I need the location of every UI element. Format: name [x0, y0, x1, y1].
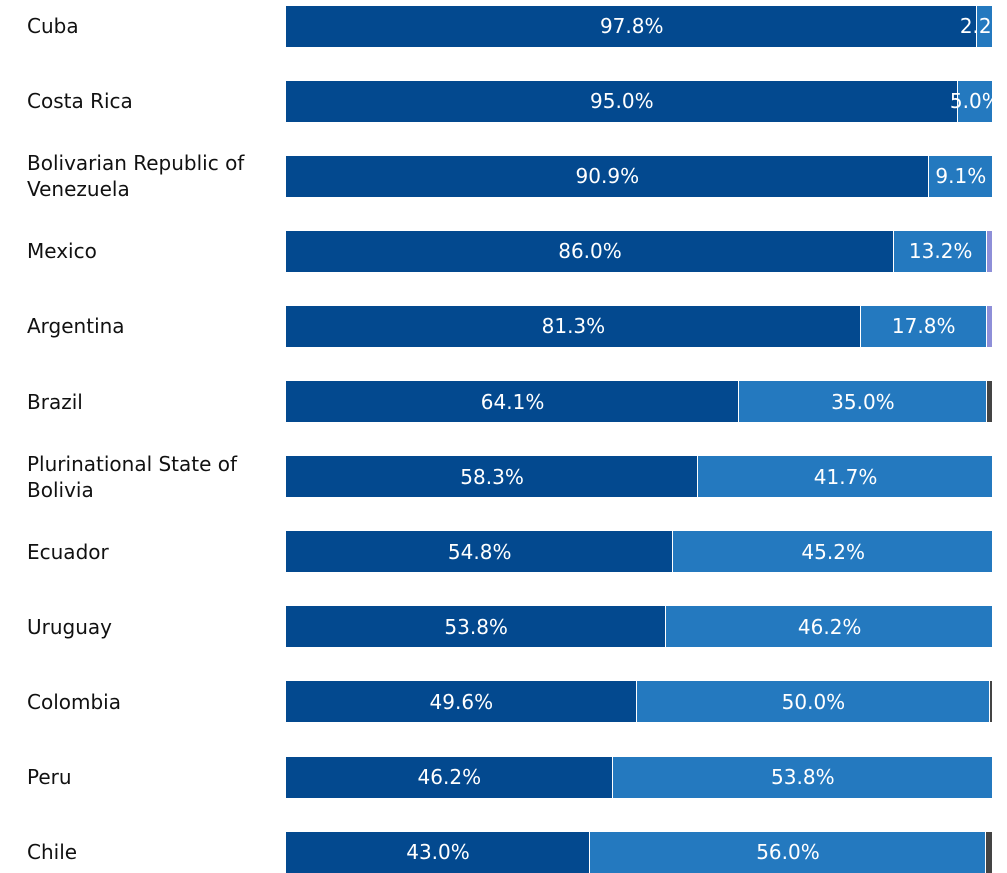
bar-segment — [990, 681, 993, 723]
category-label: Ecuador — [27, 539, 109, 564]
value-label: 86.0% — [558, 239, 622, 264]
category-label: Plurinational State of Bolivia — [27, 451, 238, 502]
category-label: Costa Rica — [27, 89, 133, 114]
bar-segment — [590, 831, 986, 873]
bar-segment — [286, 681, 637, 723]
category-label: Argentina — [27, 314, 125, 339]
value-label: 17.8% — [891, 314, 956, 339]
bar-segment — [636, 681, 991, 723]
value-label: 53.8% — [444, 614, 508, 639]
category-label: Uruguay — [27, 614, 112, 639]
bar-segment — [286, 606, 667, 648]
bar-segment — [739, 381, 987, 422]
bar-segment — [698, 456, 993, 498]
value-label: 53.8% — [771, 765, 835, 789]
category-label: Chile — [27, 840, 78, 865]
category-label: Peru — [27, 765, 72, 789]
bar-segment — [286, 305, 861, 347]
bar-segment — [666, 606, 993, 648]
bar-segment — [957, 80, 993, 122]
value-label: 50.0% — [781, 689, 846, 714]
bar-segment — [286, 456, 699, 498]
value-label: 46.2% — [797, 614, 862, 639]
value-label: 46.2% — [417, 765, 482, 789]
bar-segment — [987, 230, 993, 272]
bar-segment — [986, 305, 993, 347]
bar-segment — [894, 230, 988, 272]
category-label: Cuba — [27, 14, 79, 38]
bar-segment — [286, 381, 740, 422]
bar-segment — [985, 831, 993, 873]
bar-segment — [286, 5, 978, 47]
bar-segment — [286, 531, 674, 573]
bar-segment — [286, 756, 613, 798]
bar-segment — [928, 155, 993, 197]
category-label: Brazil — [27, 389, 83, 414]
value-label: 13.2% — [908, 239, 973, 264]
value-label: 49.6% — [429, 689, 494, 714]
value-label: 35.0% — [831, 389, 895, 414]
bar-segment — [286, 831, 590, 873]
value-label: 41.7% — [813, 464, 878, 489]
bar-segment — [977, 5, 993, 47]
value-label: 9.1% — [935, 164, 987, 189]
value-label: 64.1% — [480, 389, 545, 414]
value-label: 90.9% — [575, 164, 640, 189]
value-label: 81.3% — [541, 314, 606, 339]
category-label: Colombia — [27, 689, 121, 714]
category-label: Bolivarian Republic of Venezuela — [27, 151, 245, 202]
bar-segment — [986, 381, 993, 422]
value-label: 97.8% — [599, 14, 664, 38]
value-label: 2.2% — [959, 14, 1007, 38]
bar-segment — [612, 756, 993, 798]
value-label: 95.0% — [590, 89, 654, 114]
bar-segment — [860, 305, 987, 347]
value-label: 45.2% — [801, 539, 865, 564]
value-label: 43.0% — [406, 840, 470, 865]
value-label: 56.0% — [756, 840, 820, 865]
bar-segment — [286, 155, 929, 197]
value-label: 58.3% — [460, 464, 524, 489]
bar-segment — [673, 531, 993, 573]
value-label: 54.8% — [447, 539, 512, 564]
bar-segment — [286, 230, 895, 272]
value-label: 5.0% — [949, 89, 1001, 114]
category-label: Mexico — [27, 239, 97, 264]
bar-segment — [286, 80, 958, 122]
